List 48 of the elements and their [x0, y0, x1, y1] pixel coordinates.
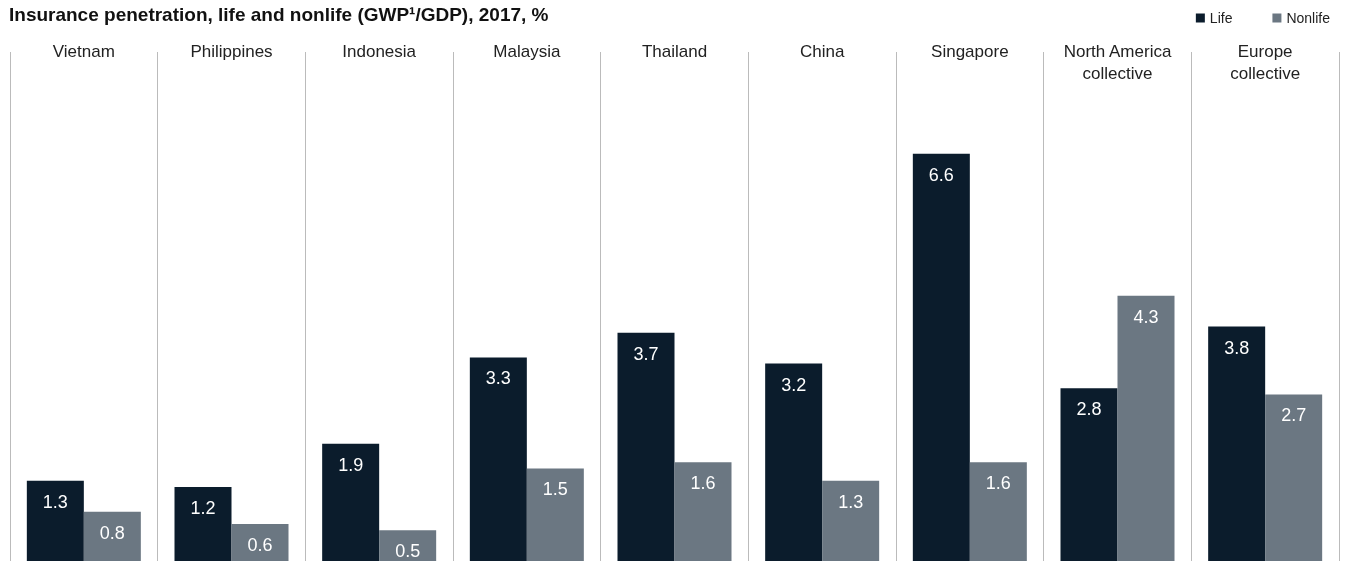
data-label: 1.5 [542, 479, 568, 500]
bar [912, 153, 970, 561]
bar [322, 443, 380, 561]
bar [469, 357, 527, 561]
data-label: 2.8 [1076, 399, 1102, 420]
bar [231, 523, 289, 561]
x-tick-label: Europe collective [1230, 41, 1301, 83]
data-label: 0.6 [247, 534, 273, 555]
bar [822, 480, 880, 561]
x-tick-label: China [799, 41, 845, 61]
bar [1208, 326, 1266, 561]
bar [174, 486, 232, 561]
bar [379, 530, 437, 561]
data-label: 3.3 [485, 368, 511, 389]
data-label: 6.6 [928, 164, 954, 185]
bar [83, 511, 141, 561]
bar [1117, 295, 1175, 561]
x-tick-label: Singapore [931, 41, 1009, 61]
data-label: 1.2 [190, 497, 216, 518]
data-label: 1.3 [42, 491, 68, 512]
bar [26, 480, 84, 561]
data-label: 3.7 [633, 343, 659, 364]
x-tick-label: North America collective [1063, 41, 1172, 83]
data-label: 1.9 [338, 454, 364, 475]
data-label: 4.3 [1133, 306, 1159, 327]
x-tick-label: Malaysia [493, 41, 561, 61]
data-label: 2.7 [1281, 405, 1307, 426]
bar [969, 462, 1027, 561]
x-tick-label: Indonesia [342, 41, 417, 61]
data-label: 1.6 [985, 473, 1011, 494]
x-tick-label: Thailand [641, 41, 708, 61]
bar [617, 332, 675, 561]
legend-label: Nonlife [1286, 10, 1331, 26]
legend-label: Life [1209, 10, 1233, 26]
data-label: 0.5 [395, 541, 421, 561]
chart-title: Insurance penetration, life and nonlife (GWP¹/GDP), 2017, % [9, 4, 549, 25]
bar [765, 363, 823, 561]
data-label: 1.6 [690, 473, 716, 494]
x-tick-label: Philippines [190, 41, 273, 61]
bar [1060, 388, 1118, 561]
bar [1265, 394, 1323, 561]
data-label: 3.8 [1224, 337, 1250, 358]
data-label: 3.2 [781, 374, 807, 395]
x-tick-label: Vietnam [52, 41, 115, 61]
data-label: 0.8 [99, 522, 125, 543]
bar [674, 462, 732, 561]
bar [526, 468, 584, 561]
data-label: 1.3 [838, 491, 864, 512]
